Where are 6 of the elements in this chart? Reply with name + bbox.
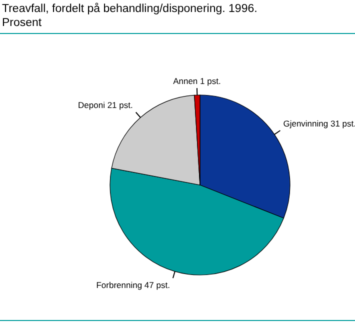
slice-label: Forbrenning 47 pst. — [96, 280, 170, 290]
chart-subtitle: Prosent — [2, 16, 43, 30]
slice-label: Annen 1 pst. — [173, 76, 221, 86]
slice-label: Deponi 21 pst. — [78, 100, 133, 110]
chart-title: Treavfall, fordelt på behandling/disponering. 1996. — [2, 2, 258, 16]
slice-label: Gjenvinning 31 pst. — [283, 118, 355, 128]
